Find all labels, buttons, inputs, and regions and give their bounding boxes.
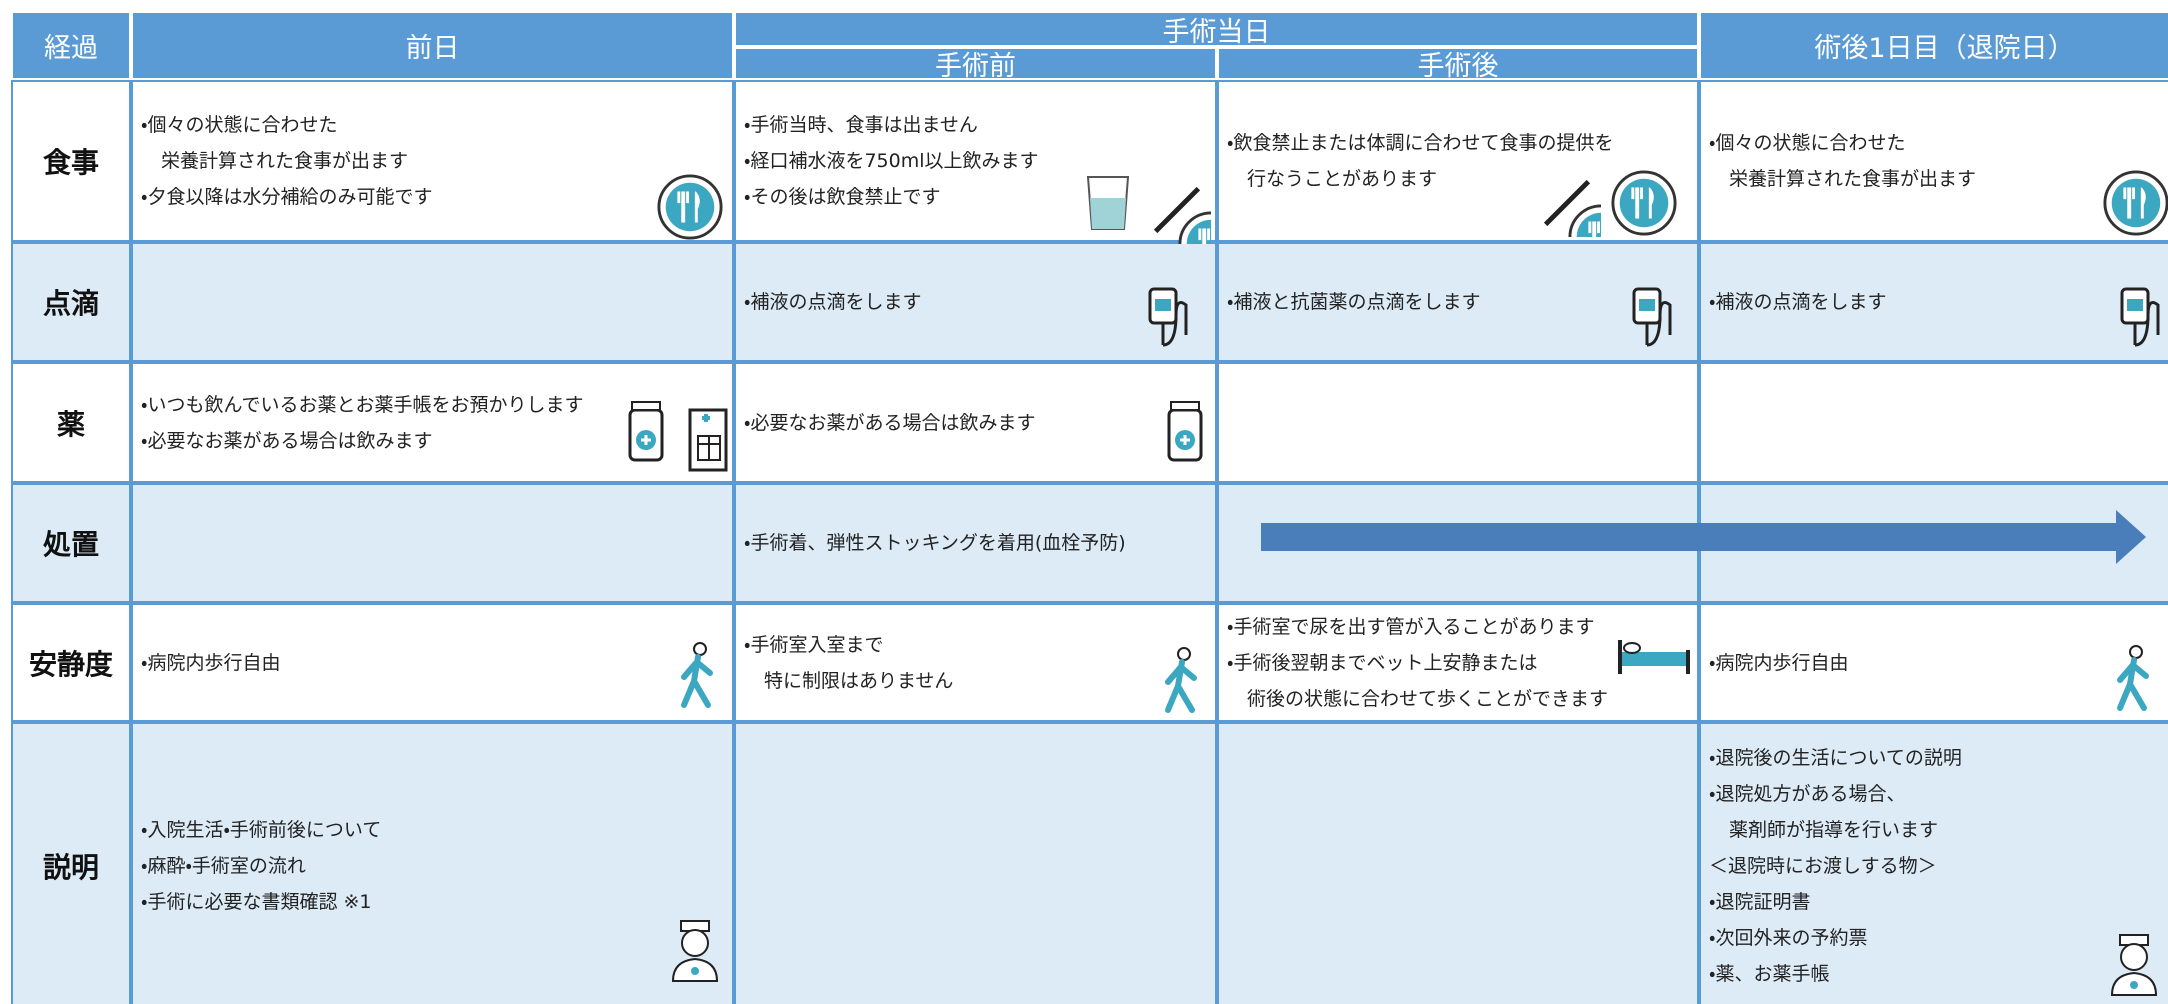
cell-text: 栄養計算された食事が出ます [161,150,409,172]
cell-text: ・手術に必要な書類確認 ※1 [141,891,372,913]
cell-text: ・必要なお薬がある場合は飲みます [744,411,1036,434]
cell-text: ・経口補水液を750ml以上飲みます [744,150,1039,172]
cell-text: ・その後は飲食禁止です [744,186,941,208]
cell-text: ・夕食以降は水分補給のみ可能です [141,186,433,208]
cell-text: ・個々の状態に合わせた [141,114,338,136]
cell-text: ・飲食禁止または体調に合わせて食事の提供を [1227,132,1614,154]
cell-text: ・いつも飲んでいるお薬とお薬手帳をお預かりします [141,393,584,416]
row-label: 処置 [11,483,131,603]
table-cell: ・手術着、弾性ストッキングを着用(血栓予防) [734,483,1217,603]
cell-text: ・退院証明書 [1709,891,1811,913]
row-label: 食事 [11,80,131,242]
table-cell [1217,722,1699,1004]
header-cell: 手術前 [734,47,1217,82]
table-cell: ・手術当時、食事は出ません・経口補水液を750ml以上飲みます ・その後は飲食禁止… [734,80,1217,242]
cell-text: ・病院内歩行自由 [141,651,281,674]
row-label: 点滴 [11,242,131,362]
cell-text: 薬剤師が指導を行います [1729,819,1939,841]
table-cell [1699,483,2168,603]
table-cell [1217,483,1699,603]
table-cell: ・補液の点滴をします [1699,242,2168,362]
row-label: 薬 [11,362,131,483]
table-cell: ・補液と抗菌薬の点滴をします [1217,242,1699,362]
cell-text: ・入院生活・手術前後について [141,819,382,841]
header-cell: 経過 [11,11,131,80]
cell-text: ・薬、お薬手帳 [1709,963,1830,985]
table-cell [1699,362,2168,483]
table-cell: ・個々の状態に合わせた栄養計算された食事が出ます [1699,80,2168,242]
cell-text: ・麻酔・手術室の流れ [141,855,306,877]
cell-text: 栄養計算された食事が出ます [1729,168,1977,190]
table-cell [1217,362,1699,483]
cell-text: ・次回外来の予約票 [1709,927,1868,949]
table-cell: ・手術室入室まで特に制限はありません [734,603,1217,722]
cell-text: ＜退院時にお渡しする物＞ [1709,855,1937,877]
cell-text: ・手術室で尿を出す管が入ることがあります [1227,615,1595,638]
cell-text: ・退院後の生活についての説明 [1709,747,1962,769]
cell-text: ・手術後翌朝までベット上安静または [1227,651,1538,674]
table-cell [131,242,734,362]
table-cell: ・退院後の生活についての説明 ・退院処方がある場合、薬剤師が指導を行います ＜退院時… [1699,722,2168,1004]
table-cell: ・病院内歩行自由 [131,603,734,722]
cell-text: 術後の状態に合わせて歩くことができます [1247,687,1609,710]
table-cell: ・いつも飲んでいるお薬とお薬手帳をお預かりします ・必要なお薬がある場合は飲みます [131,362,734,483]
row-label: 説明 [11,722,131,1004]
cell-text: ・必要なお薬がある場合は飲みます [141,429,433,452]
cell-text: ・個々の状態に合わせた [1709,132,1906,154]
table-cell: ・必要なお薬がある場合は飲みます [734,362,1217,483]
table-cell [131,483,734,603]
row-label: 安静度 [11,603,131,722]
table-cell: ・補液の点滴をします [734,242,1217,362]
table-cell: ・個々の状態に合わせた栄養計算された食事が出ます・夕食以降は水分補給のみ可能です [131,80,734,242]
cell-text: 特に制限はありません [764,669,954,692]
cell-text: ・手術室入室まで [744,633,884,656]
table-cell [734,722,1217,1004]
cell-text: ・手術当時、食事は出ません [744,114,978,136]
header-cell: 手術後 [1217,47,1699,82]
header-cell: 前日 [131,11,734,80]
cell-text: ・補液の点滴をします [1709,291,1887,313]
cell-text: ・手術着、弾性ストッキングを着用(血栓予防) [744,532,1126,554]
cell-text: ・補液の点滴をします [744,291,922,313]
table-cell: ・手術室で尿を出す管が入ることがあります ・手術後翌朝までベット上安静または術後の… [1217,603,1699,722]
table-cell: ・入院生活・手術前後について ・麻酔・手術室の流れ・手術に必要な書類確認 ※1 [131,722,734,1004]
table-cell: ・病院内歩行自由 [1699,603,2168,722]
cell-text: ・補液と抗菌薬の点滴をします [1227,291,1481,313]
header-cell: 手術当日 [734,11,1699,48]
cell-text: ・退院処方がある場合、 [1709,783,1906,805]
cell-text: ・病院内歩行自由 [1709,651,1849,674]
header-cell: 術後1日目（退院日） [1699,11,2168,80]
table-cell: ・飲食禁止または体調に合わせて食事の提供を行なうことがあります [1217,80,1699,242]
cell-text: 行なうことがあります [1247,168,1438,190]
